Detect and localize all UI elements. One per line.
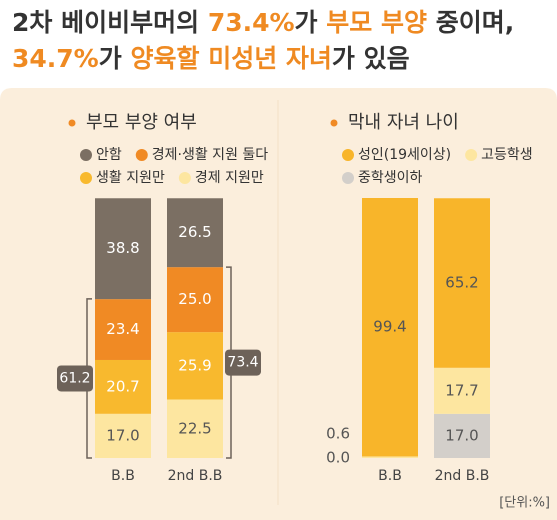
x-tick-label: 2nd B.B xyxy=(168,468,223,484)
chart-title: 부모 부양 여부 xyxy=(86,112,197,133)
value-label: 23.4 xyxy=(106,320,139,338)
bar-segment xyxy=(434,413,490,458)
value-label: 17.7 xyxy=(445,381,478,399)
value-label: 17.0 xyxy=(106,426,139,444)
legend-marker xyxy=(80,172,92,184)
chart-title: 막내 자녀 나이 xyxy=(348,112,459,133)
legend-marker xyxy=(135,149,148,161)
bracket-label-box xyxy=(57,365,93,392)
bracket-label-box xyxy=(225,349,261,376)
title-segment xyxy=(199,44,208,73)
value-label: 38.8 xyxy=(106,239,139,257)
title-segment: 가 xyxy=(295,8,327,37)
bar-segment xyxy=(434,198,490,368)
legend-label: 생활 지원만 xyxy=(96,170,165,186)
x-tick-label: B.B xyxy=(111,468,135,484)
value-label: 20.7 xyxy=(106,377,139,395)
title-segment: 미성년 자녀 xyxy=(208,44,332,73)
bar-segment xyxy=(95,198,151,300)
bracket-label: 73.4 xyxy=(227,355,258,371)
legend-marker xyxy=(342,172,354,184)
x-tick-label: 2nd B.B xyxy=(435,468,490,484)
bracket-label: 61.2 xyxy=(59,370,90,386)
legend-label: 경제·생활 지원 둘다 xyxy=(152,147,269,163)
legend-label: 안함 xyxy=(96,147,122,163)
legend-label: 고등학생 xyxy=(481,147,533,163)
title-segment: 가 xyxy=(99,44,131,73)
title-segment: 가 있음 xyxy=(332,44,410,73)
legend-marker xyxy=(465,149,478,161)
title-line: 2차 베이비부머의 73.4%가 부모 부양 중이며, xyxy=(12,8,514,37)
title-segment: 중이며, xyxy=(427,8,514,37)
title-segment: 양육할 xyxy=(130,44,199,73)
title-bullet xyxy=(68,119,76,127)
legend-label: 경제 지원만 xyxy=(195,170,264,186)
legend-marker xyxy=(342,149,354,161)
bar-segment xyxy=(167,267,223,333)
title-segment: 부모 부양 xyxy=(326,8,427,37)
bar-segment xyxy=(362,456,418,458)
legend-label: 성인(19세이상) xyxy=(358,147,451,163)
title-segment: 2차 베이비부머의 xyxy=(12,8,208,37)
value-label: 26.5 xyxy=(178,223,211,241)
title-line: 34.7%가 양육할 미성년 자녀가 있음 xyxy=(12,44,410,73)
bar-segment xyxy=(95,413,151,458)
value-label: 99.4 xyxy=(373,318,406,336)
bar-segment xyxy=(95,359,151,414)
legend-marker xyxy=(80,149,92,161)
value-label: 65.2 xyxy=(445,274,478,292)
value-label: 17.0 xyxy=(445,426,478,444)
value-label: 0.6 xyxy=(326,425,350,443)
title-bullet xyxy=(330,119,338,127)
value-label: 25.0 xyxy=(178,290,211,308)
value-label: 0.0 xyxy=(326,449,350,467)
unit: [단위:%] xyxy=(499,496,550,511)
value-label: 22.5 xyxy=(178,419,211,437)
x-tick-label: B.B xyxy=(378,468,402,484)
legend-label: 중학생이하 xyxy=(358,170,423,186)
value-label: 25.9 xyxy=(178,356,211,374)
bar-segment xyxy=(434,367,490,414)
legend-marker xyxy=(178,172,191,184)
bar-segment xyxy=(362,198,418,457)
title-segment: 73.4% xyxy=(208,8,295,37)
bar-segment xyxy=(95,299,151,360)
bar-segment xyxy=(167,399,223,458)
bar-segment xyxy=(167,332,223,400)
title-segment: 34.7% xyxy=(12,44,99,73)
bar-segment xyxy=(167,198,223,268)
